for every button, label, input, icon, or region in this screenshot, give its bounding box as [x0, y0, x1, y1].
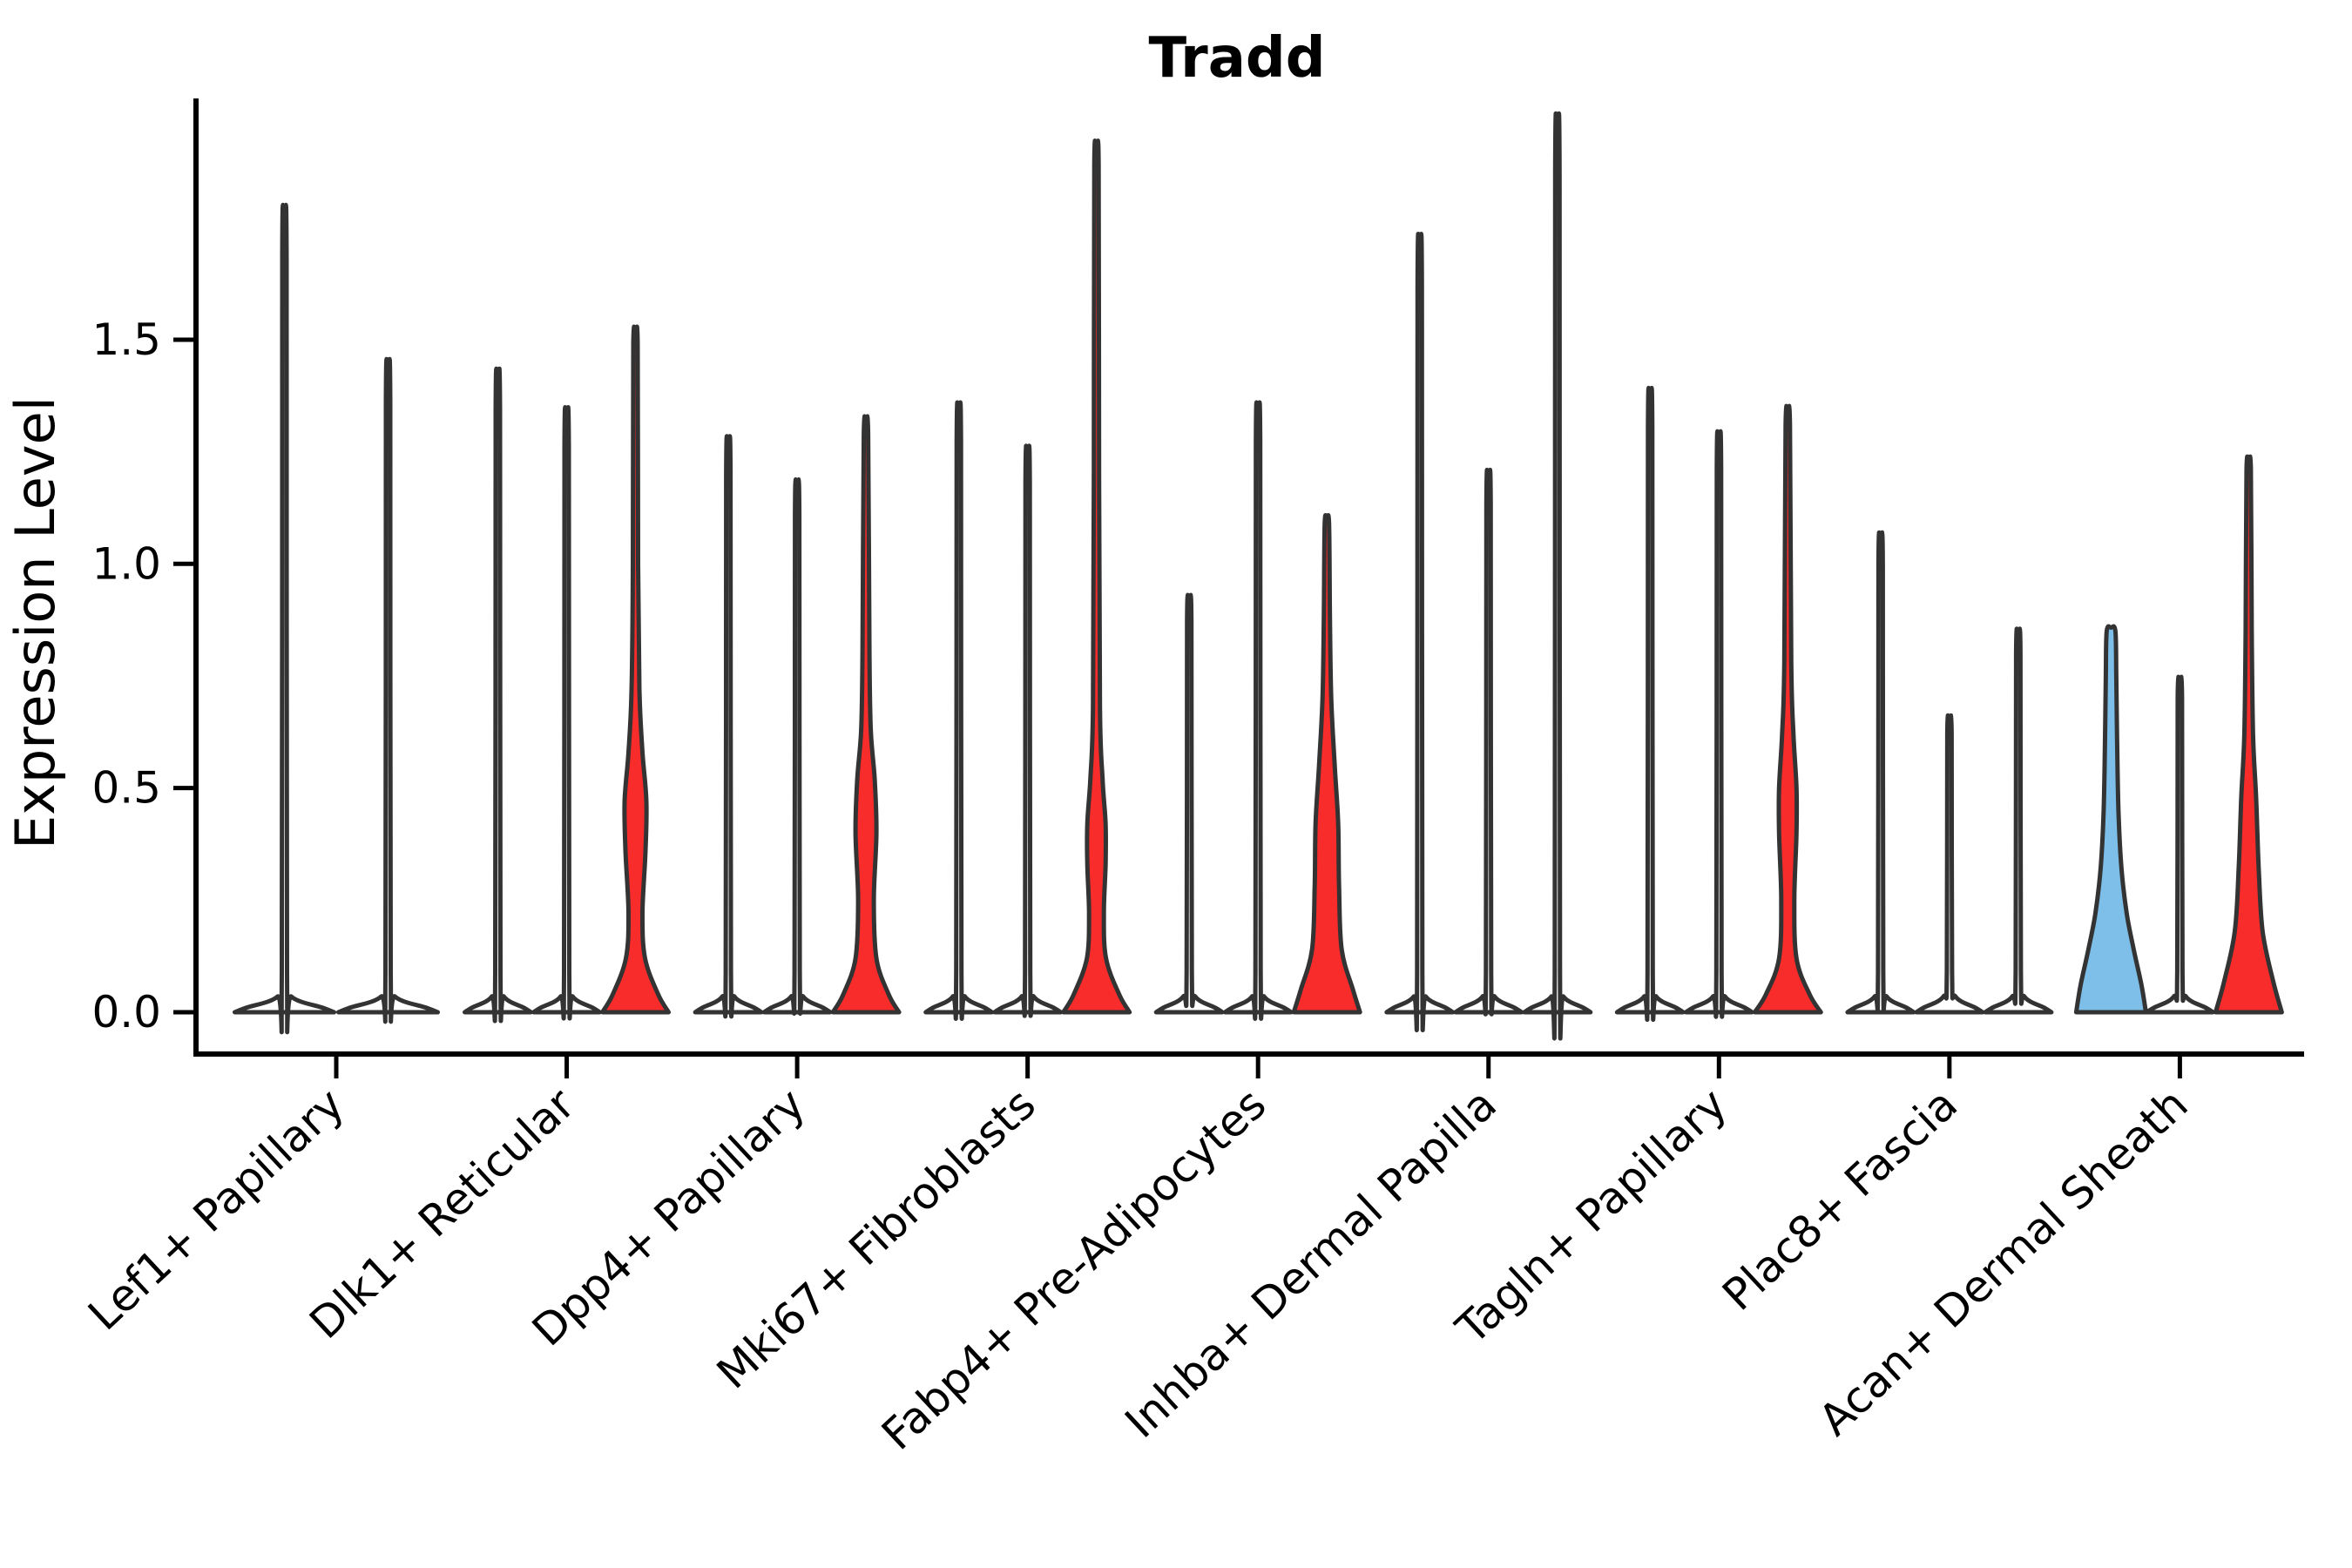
violin-fabp4-pre-adipocytes-0 — [1153, 592, 1225, 1015]
violin-tagln-papillary-2 — [1752, 403, 1823, 1015]
violin-inhba-dermal-papilla-2 — [1522, 111, 1593, 1041]
violin-tagln-papillary-0 — [1614, 385, 1686, 1023]
violin-dpp4-papillary-0 — [693, 434, 764, 1019]
violin-mki67-fibroblasts-0 — [923, 400, 995, 1021]
x-tick-label: Inhba+ Dermal Papilla — [1116, 1078, 1506, 1448]
violin-dlk1-reticular-2 — [600, 324, 671, 1015]
violin-inhba-dermal-papilla-1 — [1453, 467, 1524, 1017]
violin-fabp4-pre-adipocytes-1 — [1222, 400, 1294, 1021]
y-axis-label: Expression Level — [3, 396, 67, 849]
violin-fabp4-pre-adipocytes-2 — [1291, 513, 1362, 1015]
violin-inhba-dermal-papilla-0 — [1384, 232, 1456, 1032]
violin-dlk1-reticular-0 — [463, 366, 533, 1024]
violin-tagln-papillary-1 — [1683, 429, 1754, 1019]
y-tick-label: 0.0 — [91, 987, 161, 1037]
x-tick-label: Fabp4+ Pre-Adipocytes — [872, 1078, 1275, 1459]
violin-plac8-fascia-0 — [1845, 531, 1916, 1015]
violin-dpp4-papillary-2 — [830, 414, 902, 1015]
violin-acan-dermal-sheath-0 — [2073, 624, 2148, 1015]
violin-dlk1-reticular-1 — [531, 405, 602, 1021]
x-tick-label: Acan+ Dermal Sheath — [1809, 1078, 2198, 1445]
violin-mki67-fibroblasts-1 — [992, 443, 1064, 1018]
violin-lef1-papillary-1 — [336, 356, 440, 1024]
violin-mki67-fibroblasts-2 — [1061, 139, 1132, 1015]
violin-dpp4-papillary-1 — [761, 476, 833, 1016]
violin-acan-dermal-sheath-2 — [2213, 454, 2284, 1015]
x-tick-label: Plac8+ Fascia — [1713, 1078, 1967, 1320]
violin-plac8-fascia-2 — [1983, 626, 2054, 1015]
violin-lef1-papillary-0 — [233, 202, 336, 1035]
y-tick-label: 1.0 — [91, 538, 161, 589]
violin-acan-dermal-sheath-1 — [2144, 674, 2215, 1015]
y-tick-label: 0.5 — [91, 763, 161, 814]
violin-plac8-fascia-1 — [1914, 713, 1985, 1015]
y-tick-label: 1.5 — [91, 314, 161, 365]
chart-title: Tradd — [1149, 26, 1326, 91]
